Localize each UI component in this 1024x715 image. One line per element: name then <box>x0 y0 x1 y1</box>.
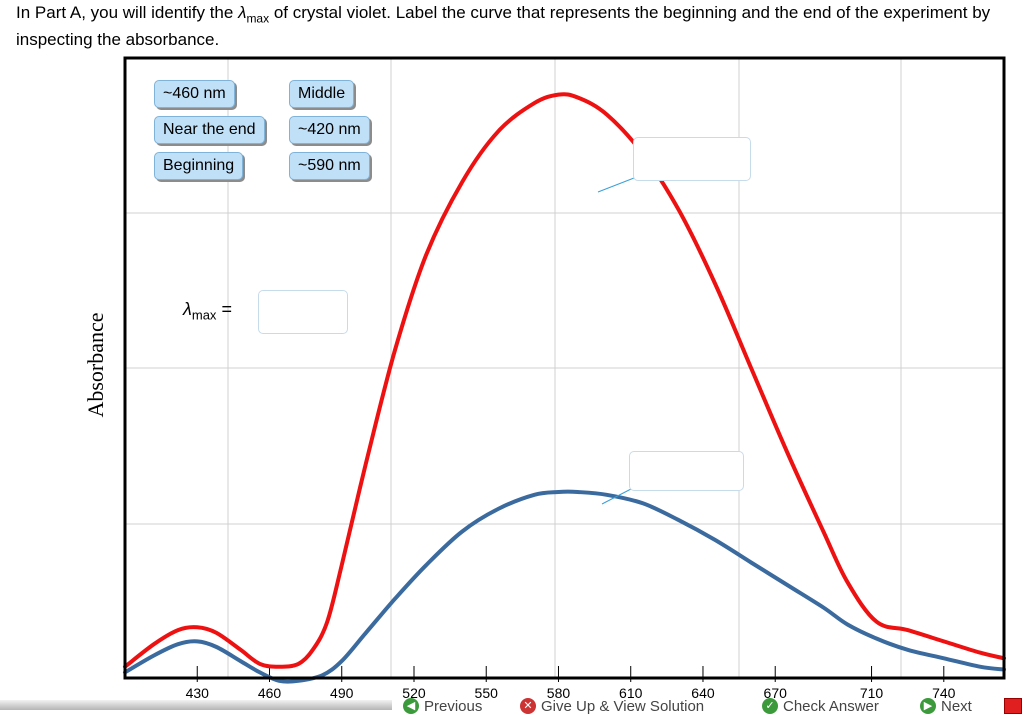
label-tile-near-the-end[interactable]: Near the end <box>154 116 265 144</box>
give-up-x-icon: ✕ <box>520 698 536 714</box>
series-line-0 <box>123 92 1006 669</box>
lambda-max-label: λmax = <box>183 299 232 323</box>
x-axis-ticks: 430 460 490 520 550 580 610 640 670 710 740 <box>186 666 956 701</box>
x-tick-label-490: 490 <box>330 685 354 701</box>
x-tick-label-550: 550 <box>475 685 499 701</box>
x-tick-label-520: 520 <box>402 685 426 701</box>
x-tick-label-640: 640 <box>691 685 715 701</box>
leader-line-top <box>597 177 635 193</box>
leader-line-bottom <box>601 488 632 505</box>
grid-lines <box>125 58 1004 678</box>
label-tile-middle[interactable]: Middle <box>289 80 355 108</box>
x-tick-label-610: 610 <box>619 685 643 701</box>
pdf-icon[interactable] <box>1004 698 1022 714</box>
drop-target-lambda-max[interactable] <box>258 290 348 334</box>
next-arrow-icon: ▶ <box>920 698 936 714</box>
instructions-text: In Part A, you will identify the λmax of… <box>16 3 991 50</box>
x-tick-label-740: 740 <box>932 685 956 701</box>
plot-frame <box>123 56 1006 680</box>
curves <box>123 92 1006 684</box>
x-tick-label-670: 670 <box>764 685 788 701</box>
x-tick-label-710: 710 <box>860 685 884 701</box>
check-icon: ✓ <box>762 698 778 714</box>
x-tick-label-430: 430 <box>186 685 210 701</box>
drop-target-red-curve[interactable] <box>633 137 751 181</box>
label-tile-590nm[interactable]: ~590 nm <box>289 152 370 180</box>
x-tick-label-580: 580 <box>547 685 571 701</box>
series-line-1 <box>123 489 1006 684</box>
footer-bar <box>0 700 392 710</box>
label-tile-460nm[interactable]: ~460 nm <box>154 80 235 108</box>
label-tile-beginning[interactable]: Beginning <box>154 152 244 180</box>
drop-target-blue-curve[interactable] <box>629 451 744 491</box>
previous-arrow-icon: ◀ <box>403 698 419 714</box>
label-tile-420nm[interactable]: ~420 nm <box>289 116 370 144</box>
x-tick-label-460: 460 <box>258 685 282 701</box>
